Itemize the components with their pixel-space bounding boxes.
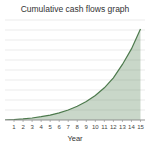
x-tick	[95, 120, 96, 122]
x-tick	[140, 120, 141, 122]
x-tick-label: 14	[128, 124, 135, 130]
chart: 123456789101112131415Cumulative cash flo…	[0, 0, 150, 150]
grid-line	[5, 60, 145, 61]
title: Cumulative cash flows graph	[21, 4, 130, 14]
x-tick-label: 7	[67, 124, 71, 130]
x-axis-label: Year	[67, 134, 83, 143]
area-line	[5, 29, 140, 120]
grid-line	[5, 50, 145, 51]
x-axis	[5, 120, 145, 121]
x-tick-label: 8	[76, 124, 80, 130]
x-tick-label: 3	[30, 124, 34, 130]
x-tick	[32, 120, 33, 122]
x-tick-label: 6	[58, 124, 62, 130]
grid-line	[5, 30, 145, 31]
x-tick-label: 9	[85, 124, 89, 130]
x-tick-label: 2	[21, 124, 25, 130]
x-tick	[131, 120, 132, 122]
x-tick	[86, 120, 87, 122]
x-tick-label: 4	[39, 124, 43, 130]
x-tick	[113, 120, 114, 122]
x-tick-label: 1	[12, 124, 16, 130]
x-tick	[23, 120, 24, 122]
x-tick	[59, 120, 60, 122]
grid	[5, 20, 145, 120]
x-tick-label: 10	[92, 124, 99, 130]
grid-line	[5, 120, 145, 121]
x-tick	[14, 120, 15, 122]
grid-line	[5, 20, 145, 21]
data-area	[5, 29, 140, 120]
area-fill	[5, 29, 140, 120]
x-tick-label: 12	[110, 124, 117, 130]
x-tick-label: 11	[101, 124, 108, 130]
x-tick-label: 5	[48, 124, 52, 130]
x-tick	[68, 120, 69, 122]
grid-line	[5, 40, 145, 41]
x-tick	[122, 120, 123, 122]
x-tick	[41, 120, 42, 122]
x-tick	[104, 120, 105, 122]
x-tick-label: 13	[119, 124, 126, 130]
x-tick	[77, 120, 78, 122]
x-tick-label: 15	[137, 124, 144, 130]
x-tick	[50, 120, 51, 122]
